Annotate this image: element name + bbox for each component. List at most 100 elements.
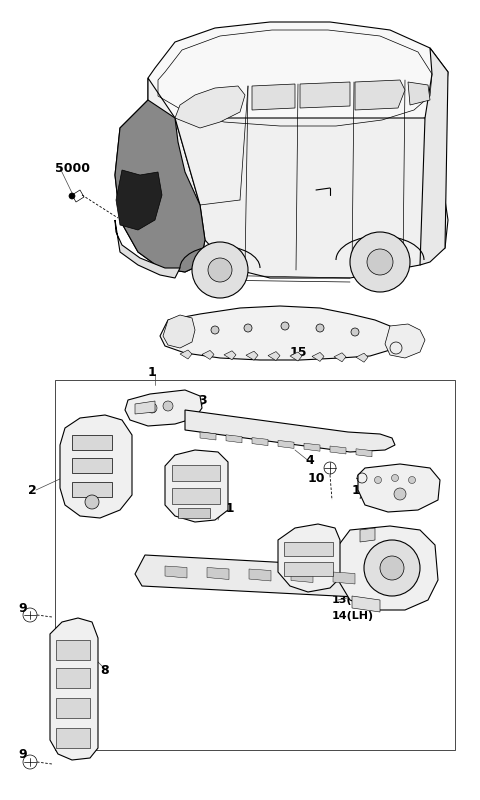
Text: 10: 10 [352,483,370,497]
Polygon shape [330,446,346,454]
Polygon shape [304,443,320,451]
Text: 3: 3 [198,394,206,406]
Polygon shape [385,324,425,358]
Circle shape [392,474,398,482]
Polygon shape [375,574,397,586]
Polygon shape [200,432,216,440]
Polygon shape [333,572,355,584]
Polygon shape [56,728,90,748]
Circle shape [281,322,289,330]
Polygon shape [360,528,375,542]
Text: 7: 7 [390,483,399,497]
Circle shape [351,328,359,336]
Polygon shape [163,315,195,348]
Circle shape [316,324,324,332]
Circle shape [208,258,232,282]
Polygon shape [56,698,90,718]
Polygon shape [148,22,448,134]
Polygon shape [252,438,268,446]
Polygon shape [334,353,346,362]
Polygon shape [300,82,350,108]
Polygon shape [72,482,112,497]
Text: 13(RH): 13(RH) [332,595,375,605]
Polygon shape [172,488,220,504]
Polygon shape [356,449,372,457]
Polygon shape [408,82,430,105]
Polygon shape [175,118,448,278]
Polygon shape [338,526,438,610]
Text: 8: 8 [100,663,108,677]
Polygon shape [165,566,187,578]
Polygon shape [172,465,220,481]
Text: 9: 9 [18,602,26,614]
Text: 10: 10 [308,471,325,485]
Polygon shape [116,170,162,230]
Polygon shape [175,86,245,128]
Polygon shape [278,440,294,448]
Circle shape [192,242,248,298]
Polygon shape [246,351,258,360]
Circle shape [211,326,219,334]
Polygon shape [278,524,340,592]
Polygon shape [160,306,395,360]
Polygon shape [115,78,205,272]
Text: 5: 5 [258,563,267,577]
Polygon shape [56,668,90,688]
Polygon shape [290,352,302,361]
Polygon shape [115,220,180,278]
Polygon shape [224,350,236,360]
Text: 16: 16 [400,343,418,357]
Polygon shape [178,508,210,518]
Circle shape [147,403,157,413]
Polygon shape [165,450,228,522]
Text: 1: 1 [148,366,157,378]
Circle shape [69,193,75,199]
Circle shape [394,488,406,500]
Polygon shape [72,458,112,473]
Polygon shape [420,48,448,265]
Polygon shape [358,464,440,512]
Text: 11: 11 [218,502,236,514]
Circle shape [163,401,173,411]
Bar [55,380,455,750]
Text: 6: 6 [382,542,391,554]
Circle shape [374,477,382,483]
Polygon shape [115,100,205,272]
Polygon shape [284,542,333,556]
Polygon shape [135,555,428,600]
Circle shape [380,556,404,580]
Text: 12: 12 [295,535,312,549]
Polygon shape [125,390,202,426]
Circle shape [364,540,420,596]
Circle shape [408,477,416,483]
Polygon shape [185,410,395,452]
Polygon shape [252,84,295,110]
Polygon shape [291,570,313,582]
Polygon shape [135,401,155,414]
Polygon shape [202,350,214,359]
Polygon shape [284,562,333,576]
Circle shape [350,232,410,292]
Polygon shape [56,640,90,660]
Polygon shape [312,352,324,362]
Polygon shape [352,596,380,612]
Polygon shape [268,352,280,361]
Polygon shape [355,80,405,110]
Polygon shape [72,435,112,450]
Text: 14(LH): 14(LH) [332,611,374,621]
Polygon shape [50,618,98,760]
Text: 4: 4 [305,454,314,466]
Circle shape [85,495,99,509]
Text: 9: 9 [18,747,26,761]
Circle shape [367,249,393,275]
Text: 2: 2 [28,483,37,497]
Circle shape [244,324,252,332]
Polygon shape [226,435,242,443]
Text: 5000: 5000 [55,162,90,174]
Polygon shape [60,415,132,518]
Polygon shape [356,354,368,362]
Polygon shape [207,567,229,579]
Text: 15: 15 [290,346,308,358]
Polygon shape [249,569,271,581]
Polygon shape [180,350,192,359]
